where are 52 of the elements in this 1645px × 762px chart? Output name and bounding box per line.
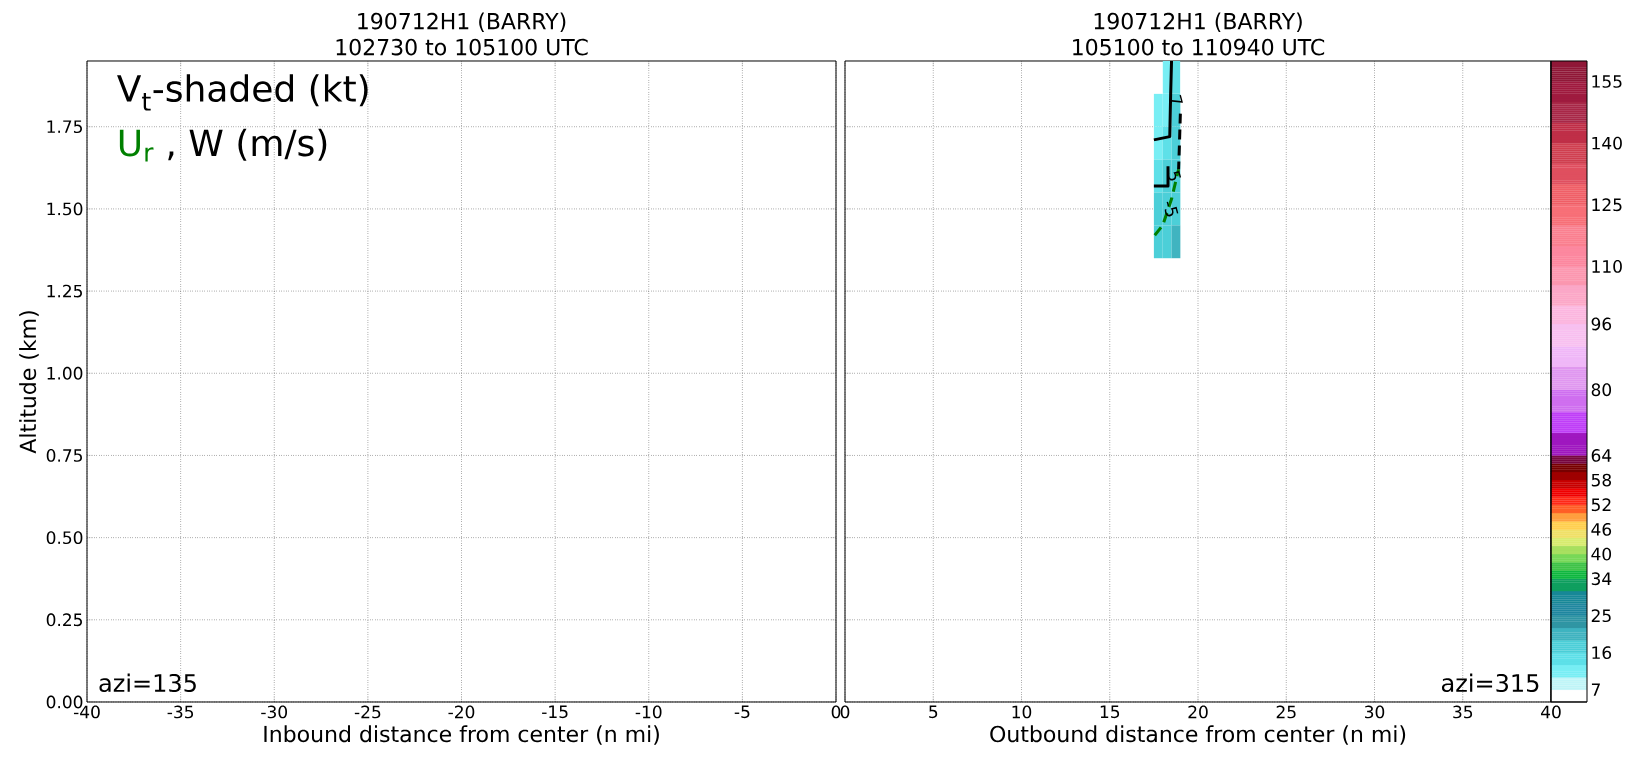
color-bar-label: 40 [1591,547,1612,561]
color-bar-label: 110 [1592,260,1622,273]
color-bar-label: 155 [1592,75,1622,88]
y-axis-title: Altitude (km) [19,311,39,454]
y-tick-label: 1.25 [47,284,82,298]
x-tick-label: -20 [448,705,475,719]
annotation: azi=315 [1441,673,1539,693]
x-tick-label: 0 [831,705,841,719]
x-tick-label: 30 [1365,705,1385,719]
color-bar-label: 58 [1591,473,1612,487]
chart-title: 190712H1 (BARRY) [358,12,566,33]
x-tick-label: 40 [1541,705,1561,719]
y-tick-label: 1.75 [47,120,82,134]
x-tick-label: 5 [929,705,938,719]
color-bar-label: 52 [1591,498,1611,512]
chart-title: 190712H1 (BARRY) [1094,12,1302,33]
annotation: -5 [1164,201,1179,217]
x-tick-label: 0 [840,705,850,719]
x-tick-label: -5 [734,705,750,719]
y-tick-label: 0.50 [46,531,83,545]
x-tick-label: 20 [1188,705,1208,719]
annotation: U$_{r}$ [119,129,154,162]
y-tick-label: 0.75 [46,449,82,462]
annotation: V$_{t}$-shaded (kt) [117,74,368,111]
color-bar-label: 140 [1592,136,1622,150]
color-bar-label: 25 [1591,609,1611,623]
x-tick-label: -35 [167,705,194,719]
x-axis-title: Outbound distance from center (n mi) [990,725,1406,745]
x-tick-label: -25 [354,705,381,719]
chart-subtitle: 105100 to 110940 UTC [1073,38,1325,56]
chart-subtitle: 102730 to 105100 UTC [336,38,588,56]
color-bar-label: 96 [1591,317,1612,331]
color-bar-label: 46 [1591,522,1612,536]
color-bar-label: 16 [1592,646,1612,660]
x-tick-label: -10 [635,705,662,719]
color-bar-label: 64 [1591,449,1612,462]
x-tick-label: 15 [1100,705,1120,719]
annotation: azi=135 [99,673,196,693]
y-tick-label: 1.00 [47,366,83,380]
x-axis-title: Inbound distance from center (n mi) [264,725,659,745]
color-bar-label: 80 [1591,383,1612,397]
color-bar-label: 34 [1591,572,1612,586]
color-bar-label: 7 [1591,683,1600,696]
x-tick-label: 25 [1276,705,1296,719]
x-tick-label: -30 [261,705,288,719]
x-tick-label: -15 [542,705,568,719]
annotation: , W (m/s) [168,128,327,161]
x-tick-label: 35 [1453,705,1473,719]
y-tick-label: 1.50 [47,202,83,216]
color-bar-label: 125 [1592,198,1622,212]
y-tick-label: 0.25 [46,613,82,627]
x-tick-label: 10 [1012,705,1032,719]
